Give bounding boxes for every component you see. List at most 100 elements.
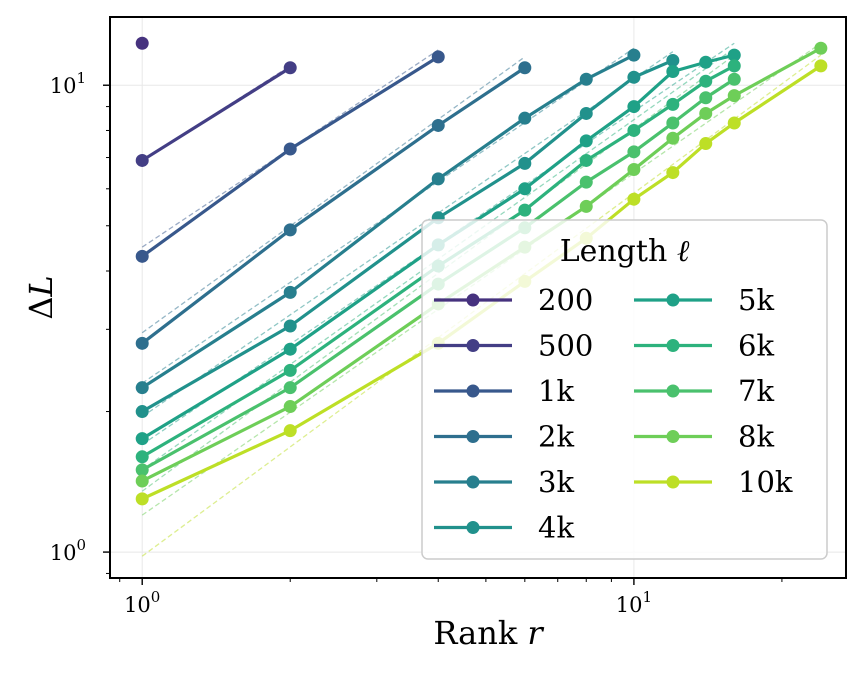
legend-entry-1k: 1k: [434, 374, 574, 408]
data-point-2k: [135, 336, 149, 350]
data-point-10k: [627, 192, 641, 206]
legend-entry-6k: 6k: [634, 329, 774, 363]
data-point-8k: [283, 400, 297, 414]
data-point-4k: [283, 319, 297, 333]
legend-label: 500: [538, 329, 593, 363]
data-point-500: [135, 153, 149, 167]
data-point-7k: [579, 175, 593, 189]
data-point-7k: [283, 381, 297, 395]
series-10k: [135, 59, 828, 506]
legend-swatch-marker: [466, 384, 480, 398]
legend-label: 7k: [738, 374, 774, 408]
x-axis-label: Rank r: [433, 614, 544, 652]
legend-entry-7k: 7k: [634, 374, 774, 408]
legend-swatch-marker: [466, 339, 480, 352]
data-point-8k: [727, 89, 741, 103]
data-point-2k: [518, 61, 532, 75]
legend-entry-3k: 3k: [434, 465, 574, 499]
data-point-7k: [627, 145, 641, 159]
data-point-4k: [135, 405, 149, 419]
data-point-1k: [283, 142, 297, 156]
fit-line-2k: [141, 56, 526, 334]
data-point-4k: [627, 70, 641, 84]
data-point-5k: [283, 342, 297, 356]
data-point-4k: [666, 53, 680, 67]
data-point-6k: [135, 450, 149, 464]
data-point-10k: [699, 137, 713, 151]
data-point-8k: [627, 162, 641, 176]
data-point-10k: [283, 424, 297, 438]
data-point-6k: [518, 203, 532, 217]
data-point-3k: [627, 48, 641, 62]
series-1k: [135, 50, 445, 263]
legend-swatch-marker: [666, 293, 680, 307]
legend-entry-4k: 4k: [434, 511, 574, 545]
data-point-5k: [518, 182, 532, 196]
data-point-6k: [727, 59, 741, 73]
legend-entry-2k: 2k: [434, 420, 574, 454]
data-point-3k: [518, 111, 532, 125]
data-point-4k: [518, 156, 532, 170]
legend-entry-500: 500: [434, 329, 593, 363]
series-3k: [135, 48, 641, 395]
legend-entries: 200 500 1k 2k 3k 4k 5k 6k 7k 8k 10k: [434, 283, 793, 545]
tick-layer: 100 101 100 101: [50, 69, 783, 617]
data-point-8k: [579, 199, 593, 213]
legend-entry-5k: 5k: [634, 283, 774, 317]
series-line-2k: [141, 66, 526, 345]
legend-swatch-marker: [466, 475, 480, 489]
data-point-8k: [814, 41, 828, 55]
legend-swatch-marker: [666, 339, 680, 352]
series-200: [135, 36, 149, 50]
legend-swatch-marker: [466, 293, 480, 307]
data-point-3k: [579, 72, 593, 86]
data-point-1k: [431, 50, 445, 64]
legend-label: 4k: [538, 511, 574, 545]
data-point-3k: [283, 285, 297, 299]
series-500: [135, 61, 297, 167]
data-point-7k: [727, 72, 741, 86]
legend-label: 200: [538, 283, 593, 317]
data-point-7k: [666, 116, 680, 130]
data-point-7k: [699, 91, 713, 105]
y-tick-label: 100: [50, 536, 86, 565]
x-tick-label: 101: [616, 588, 652, 617]
legend-label: 6k: [738, 329, 774, 363]
data-point-3k: [135, 381, 149, 395]
legend-title: Length ℓ: [560, 234, 690, 269]
legend-label: 2k: [538, 420, 574, 454]
data-point-10k: [727, 116, 741, 130]
legend-swatch-marker: [666, 475, 680, 489]
y-axis-label: ΔL: [22, 275, 60, 319]
series-8k: [135, 41, 828, 488]
legend-label: 1k: [538, 374, 574, 408]
data-point-4k: [579, 106, 593, 120]
legend-entry-200: 200: [434, 283, 593, 317]
y-tick-label: 101: [50, 69, 86, 98]
data-point-2k: [283, 223, 297, 237]
data-point-8k: [666, 131, 680, 145]
data-point-6k: [579, 153, 593, 167]
fit-line-8k: [141, 42, 822, 516]
series-line-500: [141, 66, 292, 162]
legend-label: 5k: [738, 283, 774, 317]
data-point-10k: [135, 492, 149, 506]
legend: Length ℓ 200 500 1k 2k 3k 4k 5k 6k 7k 8k 10k: [421, 219, 828, 560]
data-point-6k: [283, 363, 297, 377]
data-point-6k: [699, 74, 713, 88]
series-line-10k: [141, 64, 822, 501]
series-2k: [135, 61, 532, 350]
data-point-6k: [627, 123, 641, 137]
data-point-10k: [666, 166, 680, 180]
data-point-200: [135, 36, 149, 50]
series-5k: [135, 48, 741, 446]
data-point-5k: [666, 65, 680, 79]
data-point-5k: [699, 55, 713, 69]
legend-entry-8k: 8k: [634, 420, 774, 454]
legend-swatch-marker: [666, 384, 680, 398]
legend-swatch-marker: [666, 430, 680, 443]
series-line-3k: [141, 53, 635, 390]
legend-entry-10k: 10k: [634, 465, 793, 499]
